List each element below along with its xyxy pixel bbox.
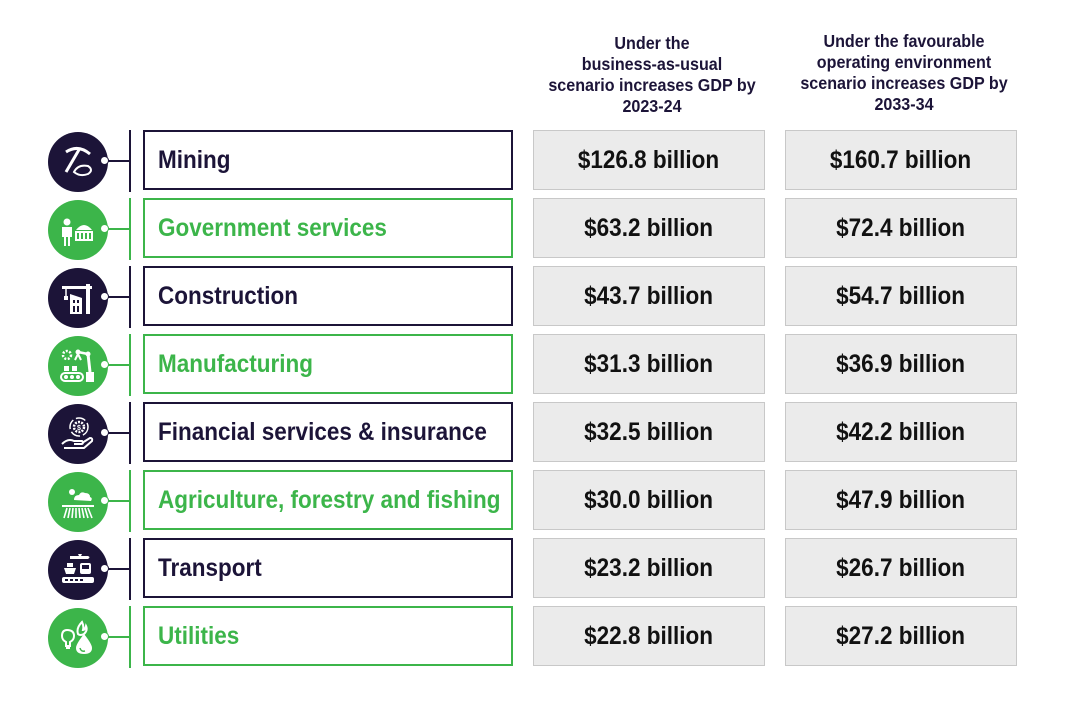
bau-value-text: $22.8 billion: [584, 621, 714, 650]
favourable-value: $54.7 billion: [785, 266, 1017, 326]
header-line: scenario increases GDP by: [800, 73, 1008, 93]
header-line: Under the: [614, 33, 690, 53]
sector-label: Government services: [143, 198, 513, 258]
connector-line: [108, 364, 130, 366]
bau-value-text: $30.0 billion: [584, 485, 714, 514]
favourable-value-text: $36.9 billion: [836, 349, 966, 378]
sector-label: Agriculture, forestry and fishing: [143, 470, 513, 530]
sector-row-construction: Construction $43.7 billion $54.7 billion: [0, 266, 1072, 330]
header-line: scenario increases GDP by: [548, 75, 756, 95]
bau-value-text: $63.2 billion: [584, 213, 714, 242]
sector-label-text: Mining: [158, 145, 231, 174]
connector-bar: [129, 606, 131, 668]
bau-value: $32.5 billion: [533, 402, 765, 462]
sector-label: Utilities: [143, 606, 513, 666]
bau-value: $63.2 billion: [533, 198, 765, 258]
pickaxe-icon: [48, 132, 108, 192]
sector-label: Construction: [143, 266, 513, 326]
header-line: operating environment: [816, 52, 992, 72]
svg-text:$: $: [77, 425, 81, 432]
favourable-value: $160.7 billion: [785, 130, 1017, 190]
bau-value-text: $32.5 billion: [584, 417, 714, 446]
bau-value-text: $31.3 billion: [584, 349, 714, 378]
connector-bar: [129, 198, 131, 260]
favourable-value: $47.9 billion: [785, 470, 1017, 530]
robotic-arm-icon: [48, 336, 108, 396]
bau-value: $126.8 billion: [533, 130, 765, 190]
sector-label: Financial services & insurance: [143, 402, 513, 462]
favourable-value: $27.2 billion: [785, 606, 1017, 666]
favourable-value-text: $160.7 billion: [830, 145, 972, 174]
connector-line: [108, 500, 130, 502]
bau-value-text: $23.2 billion: [584, 553, 714, 582]
connector-bar: [129, 402, 131, 464]
transport-vehicles-icon: [48, 540, 108, 600]
field-weather-icon: [48, 472, 108, 532]
sector-label-text: Government services: [158, 213, 387, 242]
favourable-value: $36.9 billion: [785, 334, 1017, 394]
header-line: Under the favourable: [823, 31, 985, 51]
connector-bar: [129, 470, 131, 532]
connector-line: [108, 160, 130, 162]
connector-line: [108, 228, 130, 230]
government-building-icon: [48, 200, 108, 260]
bau-value-text: $43.7 billion: [584, 281, 714, 310]
bau-value: $23.2 billion: [533, 538, 765, 598]
connector-line: [108, 568, 130, 570]
sector-label-text: Manufacturing: [158, 349, 313, 378]
sector-label-text: Construction: [158, 281, 298, 310]
connector-bar: [129, 334, 131, 396]
construction-crane-icon: [48, 268, 108, 328]
favourable-value: $26.7 billion: [785, 538, 1017, 598]
favourable-value-text: $72.4 billion: [836, 213, 966, 242]
sector-row-transport: Transport $23.2 billion $26.7 billion: [0, 538, 1072, 602]
sector-row-mining: Mining $126.8 billion $160.7 billion: [0, 130, 1072, 194]
connector-bar: [129, 130, 131, 192]
sector-label: Mining: [143, 130, 513, 190]
favourable-value-text: $26.7 billion: [836, 553, 966, 582]
connector-line: [108, 296, 130, 298]
utilities-bulb-flame-drop-icon: [48, 608, 108, 668]
bau-value: $43.7 billion: [533, 266, 765, 326]
favourable-value-text: $42.2 billion: [836, 417, 966, 446]
bau-value: $31.3 billion: [533, 334, 765, 394]
favourable-value: $42.2 billion: [785, 402, 1017, 462]
favourable-value-text: $54.7 billion: [836, 281, 966, 310]
sector-label-text: Transport: [158, 553, 262, 582]
sector-row-financial-services: $ Financial services & insurance $32.5 b…: [0, 402, 1072, 466]
column-header-favourable: Under the favourable operating environme…: [794, 31, 1015, 115]
favourable-value: $72.4 billion: [785, 198, 1017, 258]
hand-coin-gear-icon: $: [48, 404, 108, 464]
header-line: business-as-usual: [581, 54, 723, 74]
connector-line: [108, 432, 130, 434]
favourable-value-text: $27.2 billion: [836, 621, 966, 650]
column-header-business-as-usual: Under the business-as-usual scenario inc…: [542, 33, 763, 117]
header-line: 2023-24: [622, 96, 682, 116]
sector-label: Manufacturing: [143, 334, 513, 394]
header-line: 2033-34: [874, 94, 934, 114]
connector-bar: [129, 266, 131, 328]
connector-bar: [129, 538, 131, 600]
bau-value-text: $126.8 billion: [578, 145, 720, 174]
sector-label-text: Utilities: [158, 621, 240, 650]
sector-row-agriculture: Agriculture, forestry and fishing $30.0 …: [0, 470, 1072, 534]
sector-label-text: Agriculture, forestry and fishing: [158, 485, 501, 514]
sector-label-text: Financial services & insurance: [158, 417, 487, 446]
favourable-value-text: $47.9 billion: [836, 485, 966, 514]
sector-row-manufacturing: Manufacturing $31.3 billion $36.9 billio…: [0, 334, 1072, 398]
sector-row-utilities: Utilities $22.8 billion $27.2 billion: [0, 606, 1072, 670]
bau-value: $30.0 billion: [533, 470, 765, 530]
connector-line: [108, 636, 130, 638]
sector-row-government-services: Government services $63.2 billion $72.4 …: [0, 198, 1072, 262]
sector-label: Transport: [143, 538, 513, 598]
bau-value: $22.8 billion: [533, 606, 765, 666]
